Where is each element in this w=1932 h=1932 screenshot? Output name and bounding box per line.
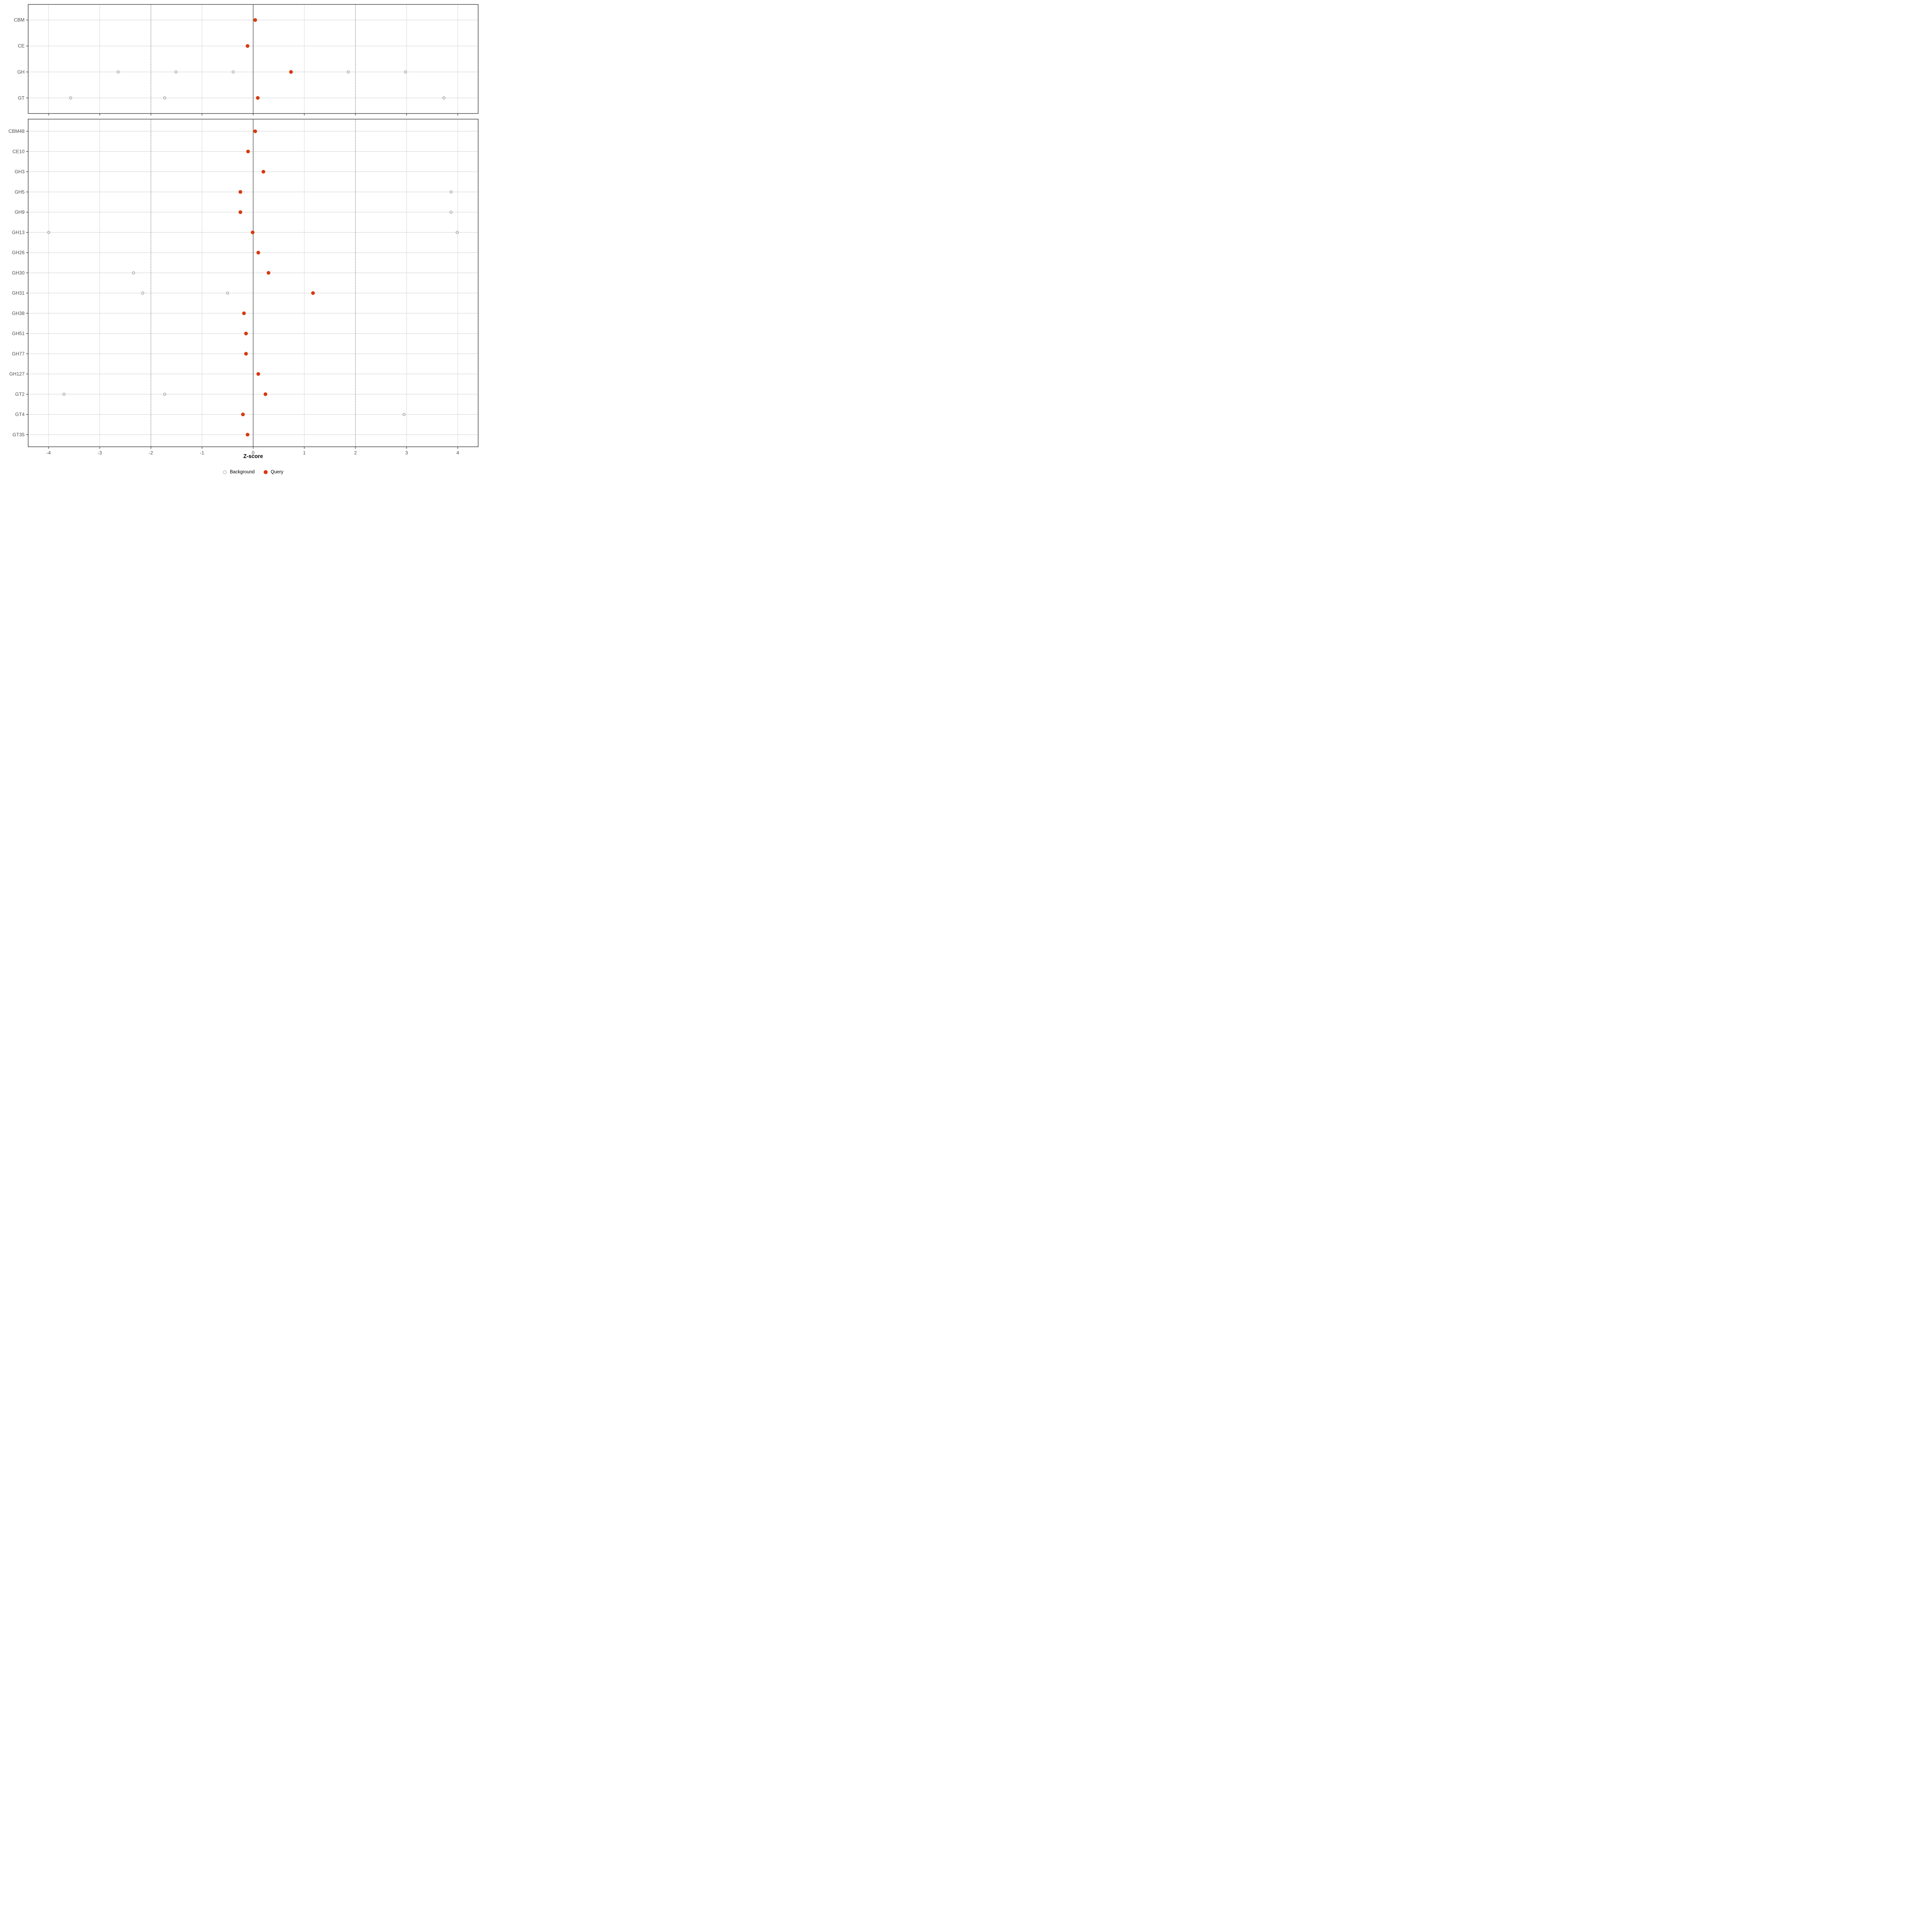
background-point [442, 96, 446, 100]
y-axis-label: GH [17, 69, 25, 75]
background-point [347, 70, 350, 74]
query-point [266, 271, 270, 275]
background-point [174, 70, 178, 74]
query-point [261, 170, 266, 174]
x-axis-tick-label: 2 [354, 450, 357, 456]
query-point [244, 332, 248, 336]
query-point [238, 210, 242, 214]
x-axis-tick-label: -2 [149, 450, 153, 456]
dot-plot-figure: CBM CE GH GT CBM48 CE10 GH3 GH5 GH9 GH13 GH26 GH30 G… [0, 0, 483, 483]
y-axis-label: CBM48 [8, 128, 25, 134]
query-point [242, 311, 246, 315]
y-axis-label: GH31 [12, 290, 25, 296]
y-axis-label: GH9 [14, 209, 25, 215]
query-point [246, 433, 250, 437]
background-point [163, 96, 166, 100]
background-point [404, 70, 407, 74]
y-axis-label: GH127 [9, 371, 25, 377]
query-point [238, 190, 242, 194]
query-point [289, 70, 293, 74]
x-axis-tick-label: -4 [46, 450, 51, 456]
background-point [231, 70, 235, 74]
y-axis-label: GH38 [12, 310, 25, 316]
legend: Background Query [28, 470, 478, 475]
legend-item-background: Background [223, 470, 255, 475]
background-point [449, 211, 453, 214]
query-point [251, 230, 255, 234]
y-axis-label: GT4 [15, 412, 25, 417]
y-axis-label: GH5 [14, 189, 25, 195]
y-axis-label: GH51 [12, 331, 25, 336]
background-open-circle-icon [223, 470, 227, 474]
background-point [132, 271, 135, 275]
y-axis-label: CBM [14, 17, 25, 23]
query-filled-circle-icon [263, 470, 268, 474]
y-axis-label: GH30 [12, 270, 25, 276]
background-point [163, 392, 166, 396]
y-axis-label: GT [18, 95, 25, 101]
y-axis-label: GT2 [15, 391, 25, 397]
background-point [402, 413, 406, 416]
query-legend-label: Query [270, 470, 283, 475]
query-point [241, 413, 245, 417]
query-point [311, 291, 315, 295]
background-point [69, 96, 72, 100]
query-point [253, 129, 257, 133]
x-axis-tick-label: 1 [303, 450, 306, 456]
y-axis-label: GT35 [12, 432, 25, 438]
panel-subfamily-level: CBM48 CE10 GH3 GH5 GH9 GH13 GH26 GH30 GH31 GH38 GH… [8, 119, 479, 449]
zscore-dot-plot: CBM CE GH GT CBM48 CE10 GH3 GH5 GH9 GH13 GH26 GH30 G… [8, 4, 479, 456]
background-point [456, 231, 459, 234]
query-point [263, 392, 268, 396]
background-point [449, 190, 453, 194]
x-axis-tick-label: -1 [200, 450, 204, 456]
query-point [256, 251, 260, 255]
y-axis-label: GH26 [12, 250, 25, 256]
panel-family-level: CBM CE GH GT [14, 4, 479, 116]
y-axis-label: GH3 [14, 169, 25, 175]
x-axis-tick-label: 0 [252, 450, 255, 456]
x-axis-tick-label: 3 [405, 450, 408, 456]
y-axis-label: CE [18, 43, 25, 49]
query-point [244, 352, 248, 356]
y-axis-label: GH77 [12, 351, 25, 357]
query-point [253, 18, 257, 22]
background-legend-label: Background [230, 470, 255, 475]
background-point [62, 392, 66, 396]
background-point [116, 70, 120, 74]
background-point [226, 291, 229, 295]
y-axis-label: GH13 [12, 229, 25, 235]
y-axis-label: CE10 [12, 149, 25, 154]
query-point [246, 44, 250, 48]
query-point [246, 149, 250, 153]
x-axis-title: Z-score [243, 453, 263, 459]
x-axis-tick-label: 4 [456, 450, 459, 456]
query-point [256, 96, 260, 100]
legend-item-query: Query [263, 470, 283, 475]
x-axis-tick-label: -3 [98, 450, 102, 456]
background-point [141, 291, 144, 295]
background-point [47, 231, 50, 234]
query-point [256, 372, 260, 376]
